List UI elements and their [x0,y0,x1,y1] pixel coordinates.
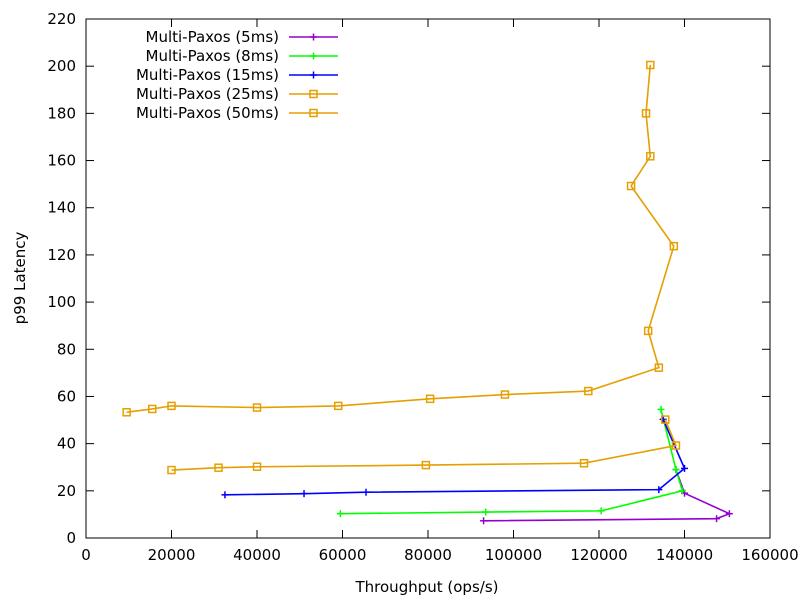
plus-marker [655,486,663,494]
x-axis-label: Throughput (ops/s) [355,578,499,596]
square-marker [646,152,655,161]
plus-marker [336,510,344,518]
x-tick-label: 40000 [233,546,281,564]
square-marker [167,401,176,411]
legend-label: Multi-Paxos (50ms) [136,104,279,122]
y-axis-label: p99 Latency [11,232,29,325]
square-marker [500,390,510,399]
square-marker [641,109,651,118]
y-tick-label: 140 [47,199,76,217]
square-marker [333,401,343,411]
series-line [224,419,686,496]
series-0 [480,466,733,525]
legend-entry: Multi-Paxos (15ms) [136,66,338,84]
x-tick-label: 100000 [485,546,542,564]
x-tick-label: 140000 [656,546,713,564]
plus-marker [678,487,686,495]
legend-entry: Multi-Paxos (5ms) [146,28,338,46]
legend-entry: Multi-Paxos (25ms) [136,85,338,103]
plus-marker [310,71,317,79]
series-line [483,469,732,522]
y-tick-label: 100 [47,293,76,311]
plus-marker [362,488,370,496]
legend-label: Multi-Paxos (15ms) [136,66,279,84]
plus-marker [310,52,317,60]
x-tick-label: 0 [81,546,91,564]
legend-label: Multi-Paxos (25ms) [136,85,279,103]
legend-label: Multi-Paxos (5ms) [146,28,280,46]
y-tick-label: 220 [47,10,76,28]
legend-entry: Multi-Paxos (8ms) [146,47,338,65]
square-marker [122,408,131,417]
square-marker [425,394,435,404]
plus-marker [597,507,605,515]
plus-marker [713,515,721,523]
plus-marker [480,517,488,525]
x-tick-label: 20000 [148,546,196,564]
plus-marker [725,510,733,518]
y-tick-label: 0 [66,529,76,547]
series-layer [122,60,733,525]
plus-marker [659,415,667,423]
square-marker [661,415,670,424]
square-marker [167,465,176,475]
plus-marker [221,491,229,499]
y-tick-label: 160 [47,152,76,170]
legend: Multi-Paxos (5ms)Multi-Paxos (8ms)Multi-… [136,28,338,122]
square-marker [579,458,589,468]
plus-marker [300,490,308,498]
square-marker [654,363,664,372]
axes-layer: 0 20000 40000 60000 80000 100000 120000 140000 1… [47,10,798,564]
y-tick-label: 180 [47,104,76,122]
series-line [171,419,678,471]
legend-label: Multi-Paxos (8ms) [146,47,280,65]
square-marker [252,403,262,412]
square-marker [309,89,318,99]
x-tick-label: 80000 [404,546,452,564]
series-2 [221,415,688,499]
square-marker [626,181,636,191]
legend-entry: Multi-Paxos (50ms) [136,104,338,122]
series-line [340,409,684,515]
square-marker [646,60,655,70]
x-tick-label: 120000 [570,546,627,564]
plus-marker [672,466,680,474]
x-tick-label: 160000 [741,546,798,564]
square-marker [214,463,223,472]
square-marker [584,386,593,396]
square-marker [671,441,681,450]
series-4 [122,60,679,417]
square-marker [643,326,653,336]
plus-marker [310,33,317,41]
square-marker [309,108,318,118]
square-marker [669,241,679,251]
square-marker [421,460,431,470]
square-marker [252,462,262,472]
x-tick-label: 60000 [319,546,367,564]
square-marker [148,404,157,414]
y-tick-label: 200 [47,57,76,75]
y-tick-label: 60 [57,387,76,405]
y-tick-label: 120 [47,246,76,264]
y-tick-label: 80 [57,340,76,358]
y-tick-label: 20 [57,482,76,500]
series-3 [167,415,681,475]
y-tick-label: 40 [57,435,76,453]
plus-marker [482,508,490,516]
series-1 [336,405,686,518]
series-line [126,64,675,414]
plus-marker [681,464,688,472]
plus-marker [657,405,665,413]
